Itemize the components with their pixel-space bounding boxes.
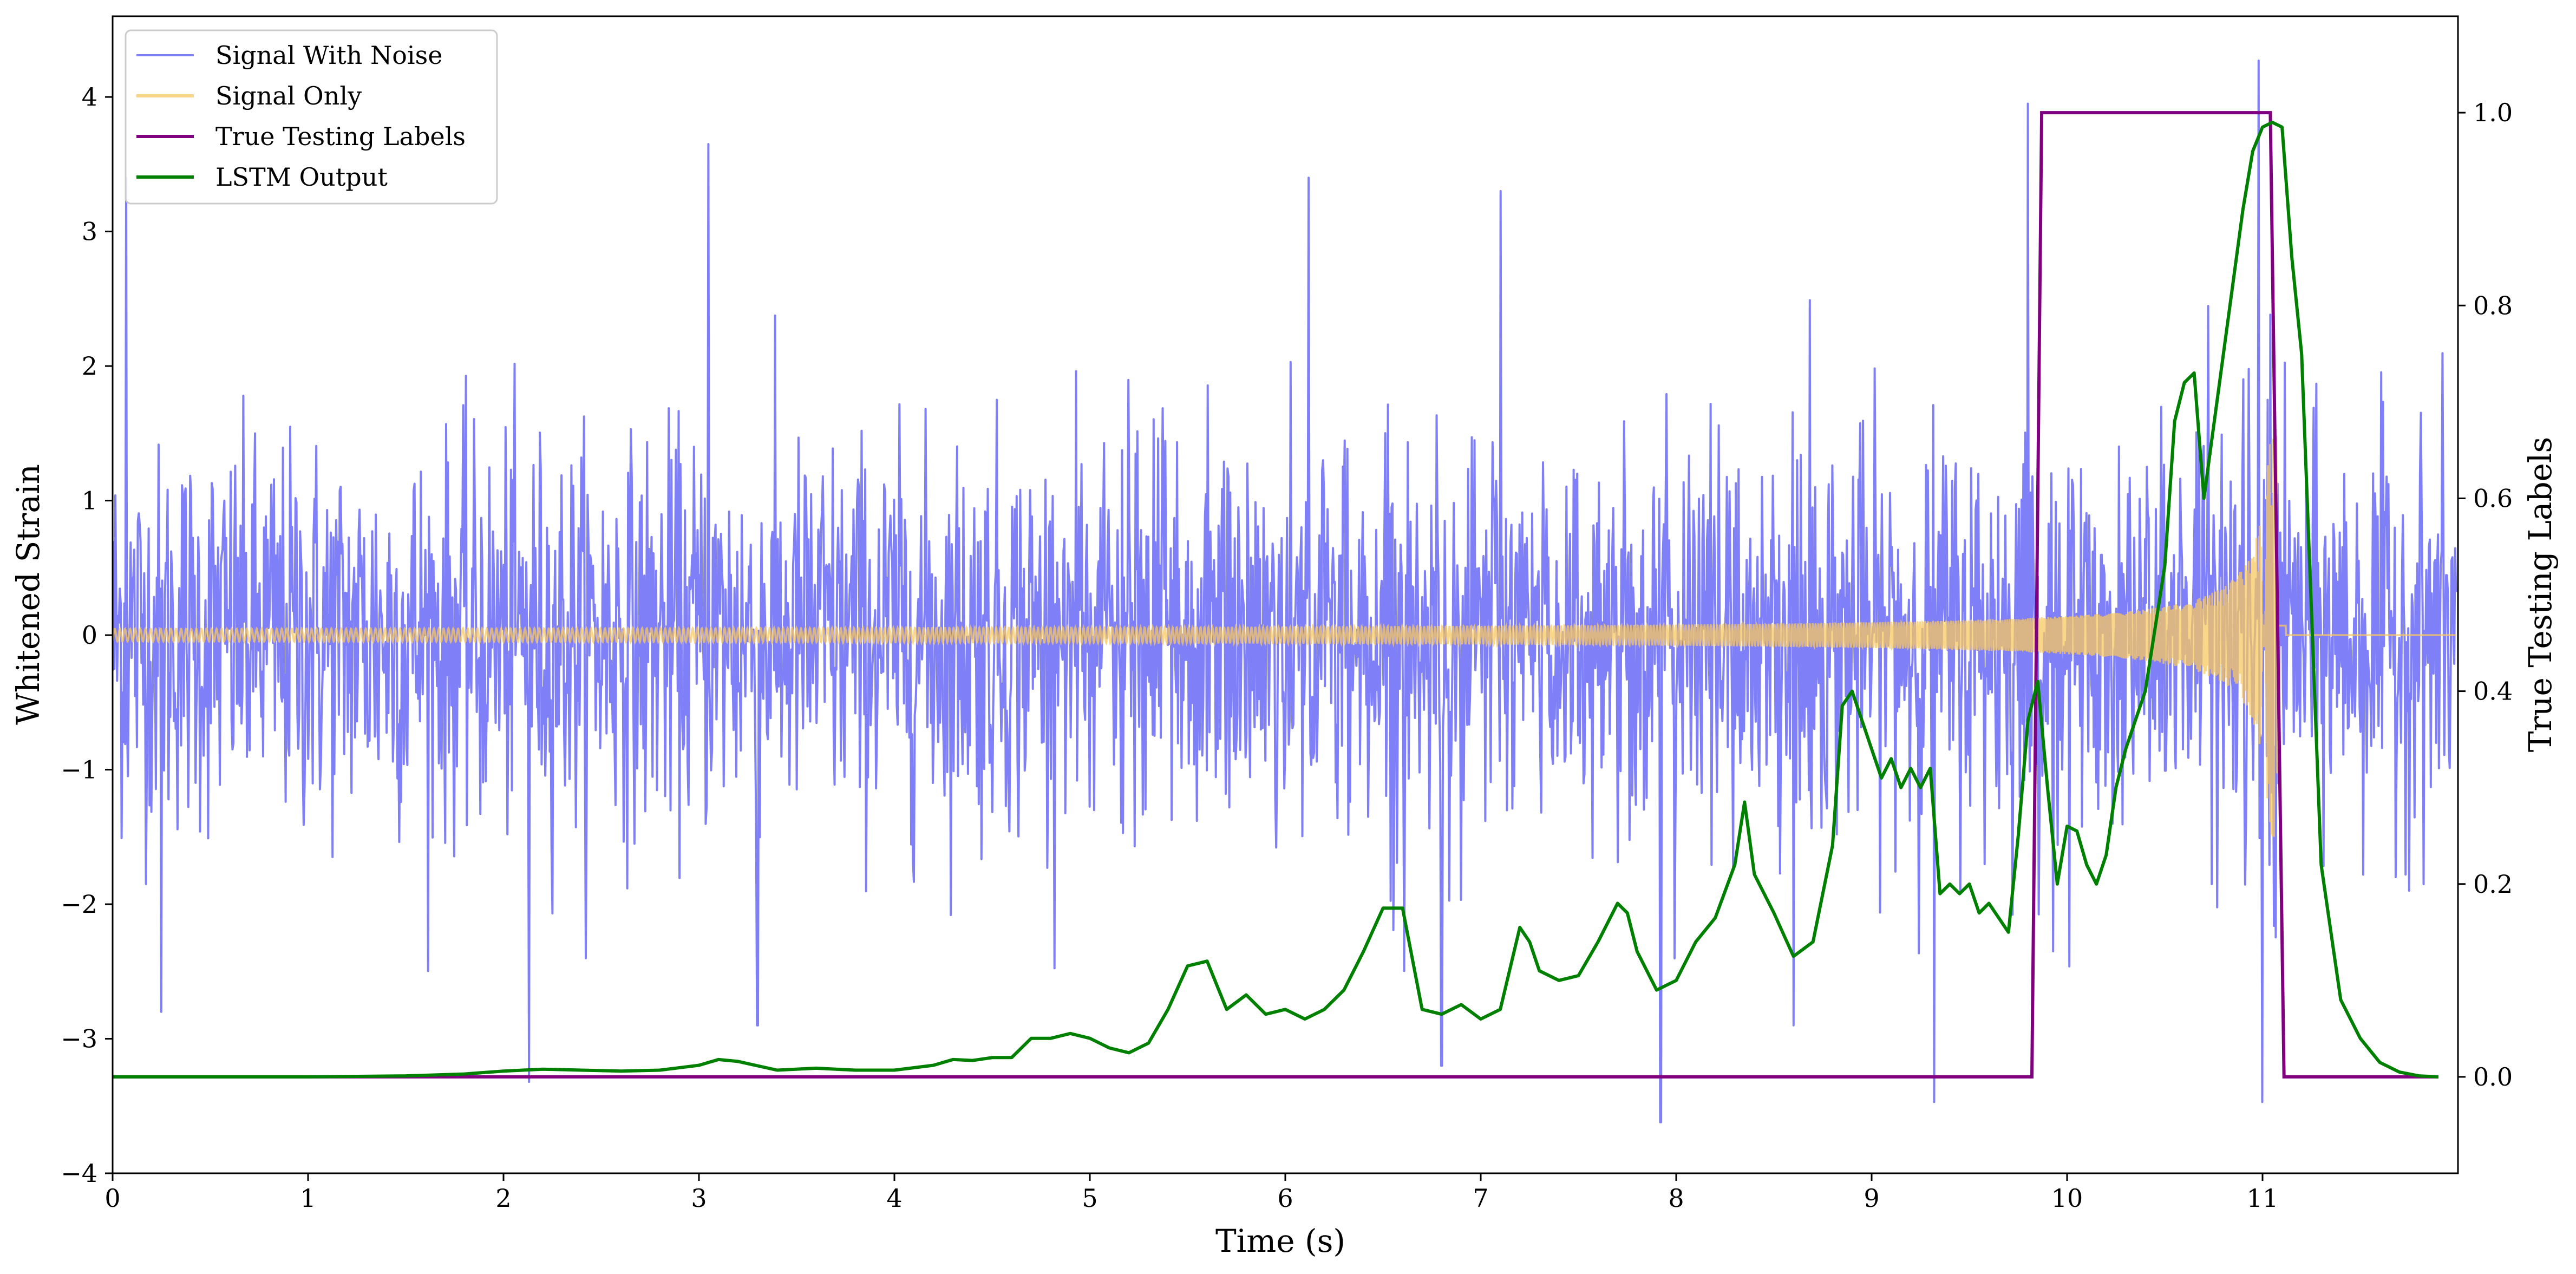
x-tick-label: 0 (104, 1184, 120, 1213)
x-tick-label: 8 (1668, 1184, 1684, 1213)
legend: Signal With Noise Signal Only True Testing… (125, 29, 498, 205)
legend-label-signal-with-noise: Signal With Noise (215, 41, 442, 70)
y-axis-title: Whitened Strain (10, 464, 47, 725)
y-tick-label: −1 (61, 755, 97, 785)
series-true-testing-labels (113, 111, 2438, 1079)
y-right-tick-label: 0.2 (2473, 870, 2513, 899)
y-tick-label: 2 (82, 351, 97, 381)
x-tick-label: 10 (2051, 1184, 2083, 1213)
y-tick-label: −3 (61, 1024, 97, 1054)
series-layer (113, 60, 2457, 1123)
x-tick-label: 7 (1473, 1184, 1488, 1213)
x-axis-title: Time (s) (1215, 1223, 1345, 1259)
legend-label-signal-only: Signal Only (215, 81, 362, 110)
x-tick-label: 11 (2247, 1184, 2279, 1213)
legend-label-lstm-output: LSTM Output (215, 162, 388, 192)
y-axis-left: −4 −3 −2 −1 0 1 2 3 4 (61, 82, 113, 1188)
y-right-tick-label: 0.4 (2473, 677, 2513, 706)
y-axis-right: 0.0 0.2 0.4 0.6 0.8 1.0 (2458, 98, 2513, 1092)
legend-label-true-testing-labels: True Testing Labels (215, 122, 466, 151)
y-tick-label: 4 (82, 82, 97, 112)
x-tick-label: 4 (886, 1184, 902, 1213)
x-tick-label: 2 (495, 1184, 511, 1213)
y-right-tick-label: 1.0 (2473, 98, 2513, 127)
x-tick-label: 5 (1082, 1184, 1097, 1213)
y-right-tick-label: 0.8 (2473, 291, 2513, 320)
y-tick-label: −2 (61, 890, 97, 919)
y-axis-right-title: True Testing Labels (2522, 437, 2559, 752)
x-tick-label: 3 (691, 1184, 707, 1213)
y-tick-label: 1 (82, 486, 97, 515)
series-lstm-output (113, 120, 2439, 1079)
y-right-tick-label: 0.6 (2473, 484, 2513, 513)
x-tick-label: 1 (300, 1184, 316, 1213)
legend-box (125, 29, 498, 205)
y-tick-label: −4 (61, 1159, 97, 1188)
x-axis: 0 1 2 3 4 5 6 7 8 9 10 11 (104, 1173, 2278, 1213)
y-right-tick-label: 0.0 (2473, 1062, 2513, 1092)
x-tick-label: 6 (1277, 1184, 1293, 1213)
y-tick-label: 3 (82, 217, 97, 246)
x-tick-label: 9 (1864, 1184, 1879, 1213)
y-tick-label: 0 (82, 620, 97, 650)
series-signal-only (113, 435, 2456, 837)
